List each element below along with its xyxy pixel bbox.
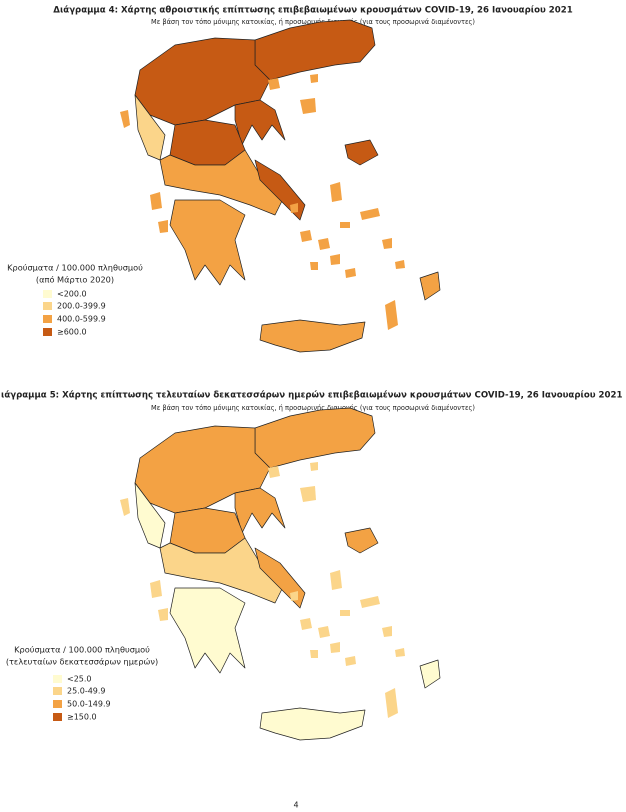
legend-label: 200.0-399.9 [57,302,106,311]
legend-swatch [43,328,52,336]
legend-swatch [53,687,62,695]
legend-label: 400.0-599.9 [57,315,106,324]
legend-swatch [43,315,52,323]
legend-label: ≥600.0 [57,328,87,337]
map-subtitle: Με βάση τον τόπο μόνιμης κατοικίας, ή πρ… [151,404,475,412]
legend-title: Κρούσματα / 100.000 πληθυσμού [14,645,150,655]
legend-swatch [53,700,62,708]
map-title: ιάγραμμα 5: Χάρτης επίπτωσης τελευταίων … [1,390,622,401]
map [120,407,441,741]
page-number: 4 [293,801,298,810]
map-title: Διάγραμμα 4: Χάρτης αθροιστικής επίπτωση… [53,5,572,16]
legend-swatch [53,713,62,721]
legend-label: ≥150.0 [67,713,97,722]
legend-title: (τελευταίων δεκατεσσάρων ημερών) [6,657,158,667]
legend-title: (από Μάρτιο 2020) [36,275,114,285]
legend-label: <200.0 [57,290,87,299]
legend-label: 25.0-49.9 [67,687,106,696]
legend-label: 50.0-149.9 [67,700,111,709]
map [120,19,441,353]
legend-swatch [53,675,62,683]
legend-label: <25.0 [67,675,92,684]
legend-swatch [43,302,52,310]
map-subtitle: Με βάση τον τόπο μόνιμης κατοικίας, ή πρ… [151,18,475,26]
legend-swatch [43,290,52,298]
legend-title: Κρούσματα / 100.000 πληθυσμού [7,263,143,273]
